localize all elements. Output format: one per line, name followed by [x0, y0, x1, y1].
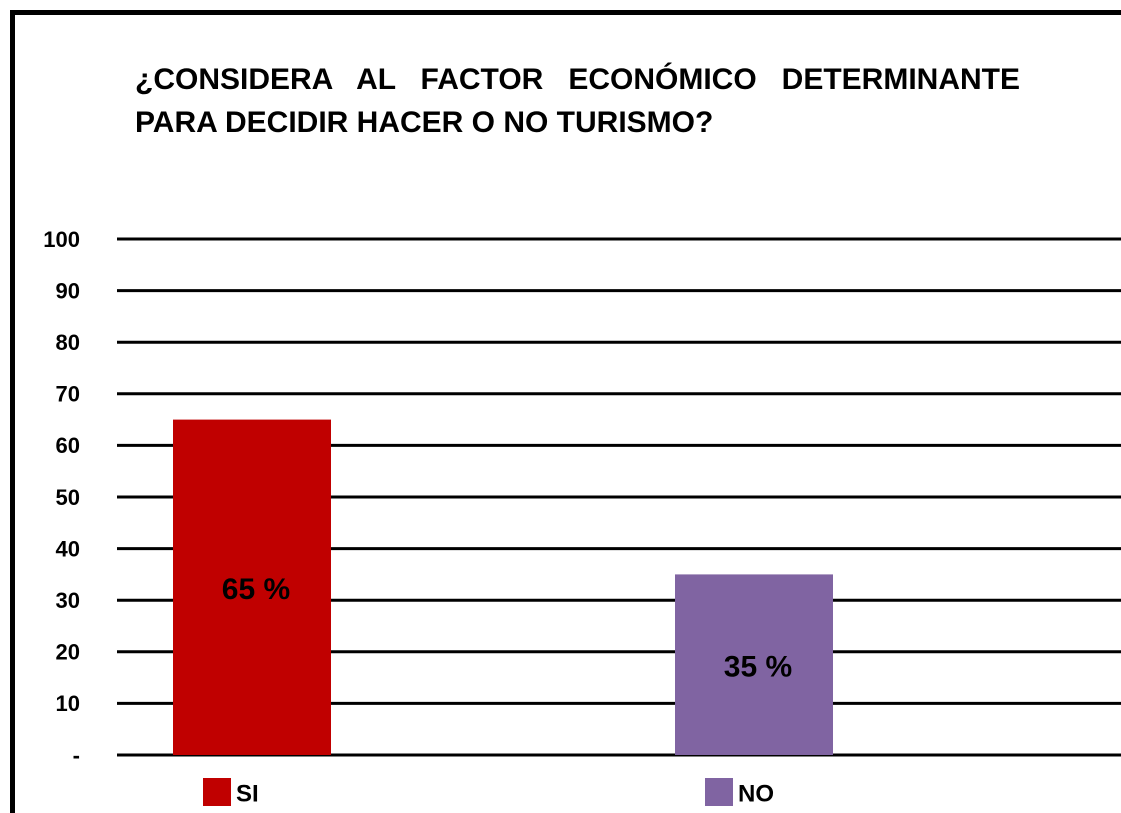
y-tick-label: 60	[56, 433, 80, 458]
y-tick-label: 70	[56, 382, 80, 407]
y-tick-label: 40	[56, 536, 80, 561]
y-tick-label: 20	[56, 640, 80, 665]
y-tick-label: 100	[43, 227, 80, 252]
frame	[10, 10, 1121, 813]
value-label: 35 %	[724, 651, 792, 684]
x-tick-label: SI	[236, 780, 259, 807]
chart-title: ¿CONSIDERA AL FACTOR ECONÓMICO DETERMINA…	[135, 63, 1020, 139]
value-label: 65 %	[222, 573, 290, 606]
legend-swatch	[705, 778, 733, 806]
y-tick-label: 30	[56, 588, 80, 613]
y-tick-label: -	[73, 743, 80, 768]
y-tick-label: 50	[56, 485, 80, 510]
x-tick-label: NO	[738, 780, 774, 807]
y-tick-label: 80	[56, 330, 80, 355]
y-tick-label: 10	[56, 691, 80, 716]
y-tick-label: 90	[56, 278, 80, 303]
bar	[675, 574, 833, 755]
legend-swatch	[203, 778, 231, 806]
bar	[173, 419, 331, 755]
